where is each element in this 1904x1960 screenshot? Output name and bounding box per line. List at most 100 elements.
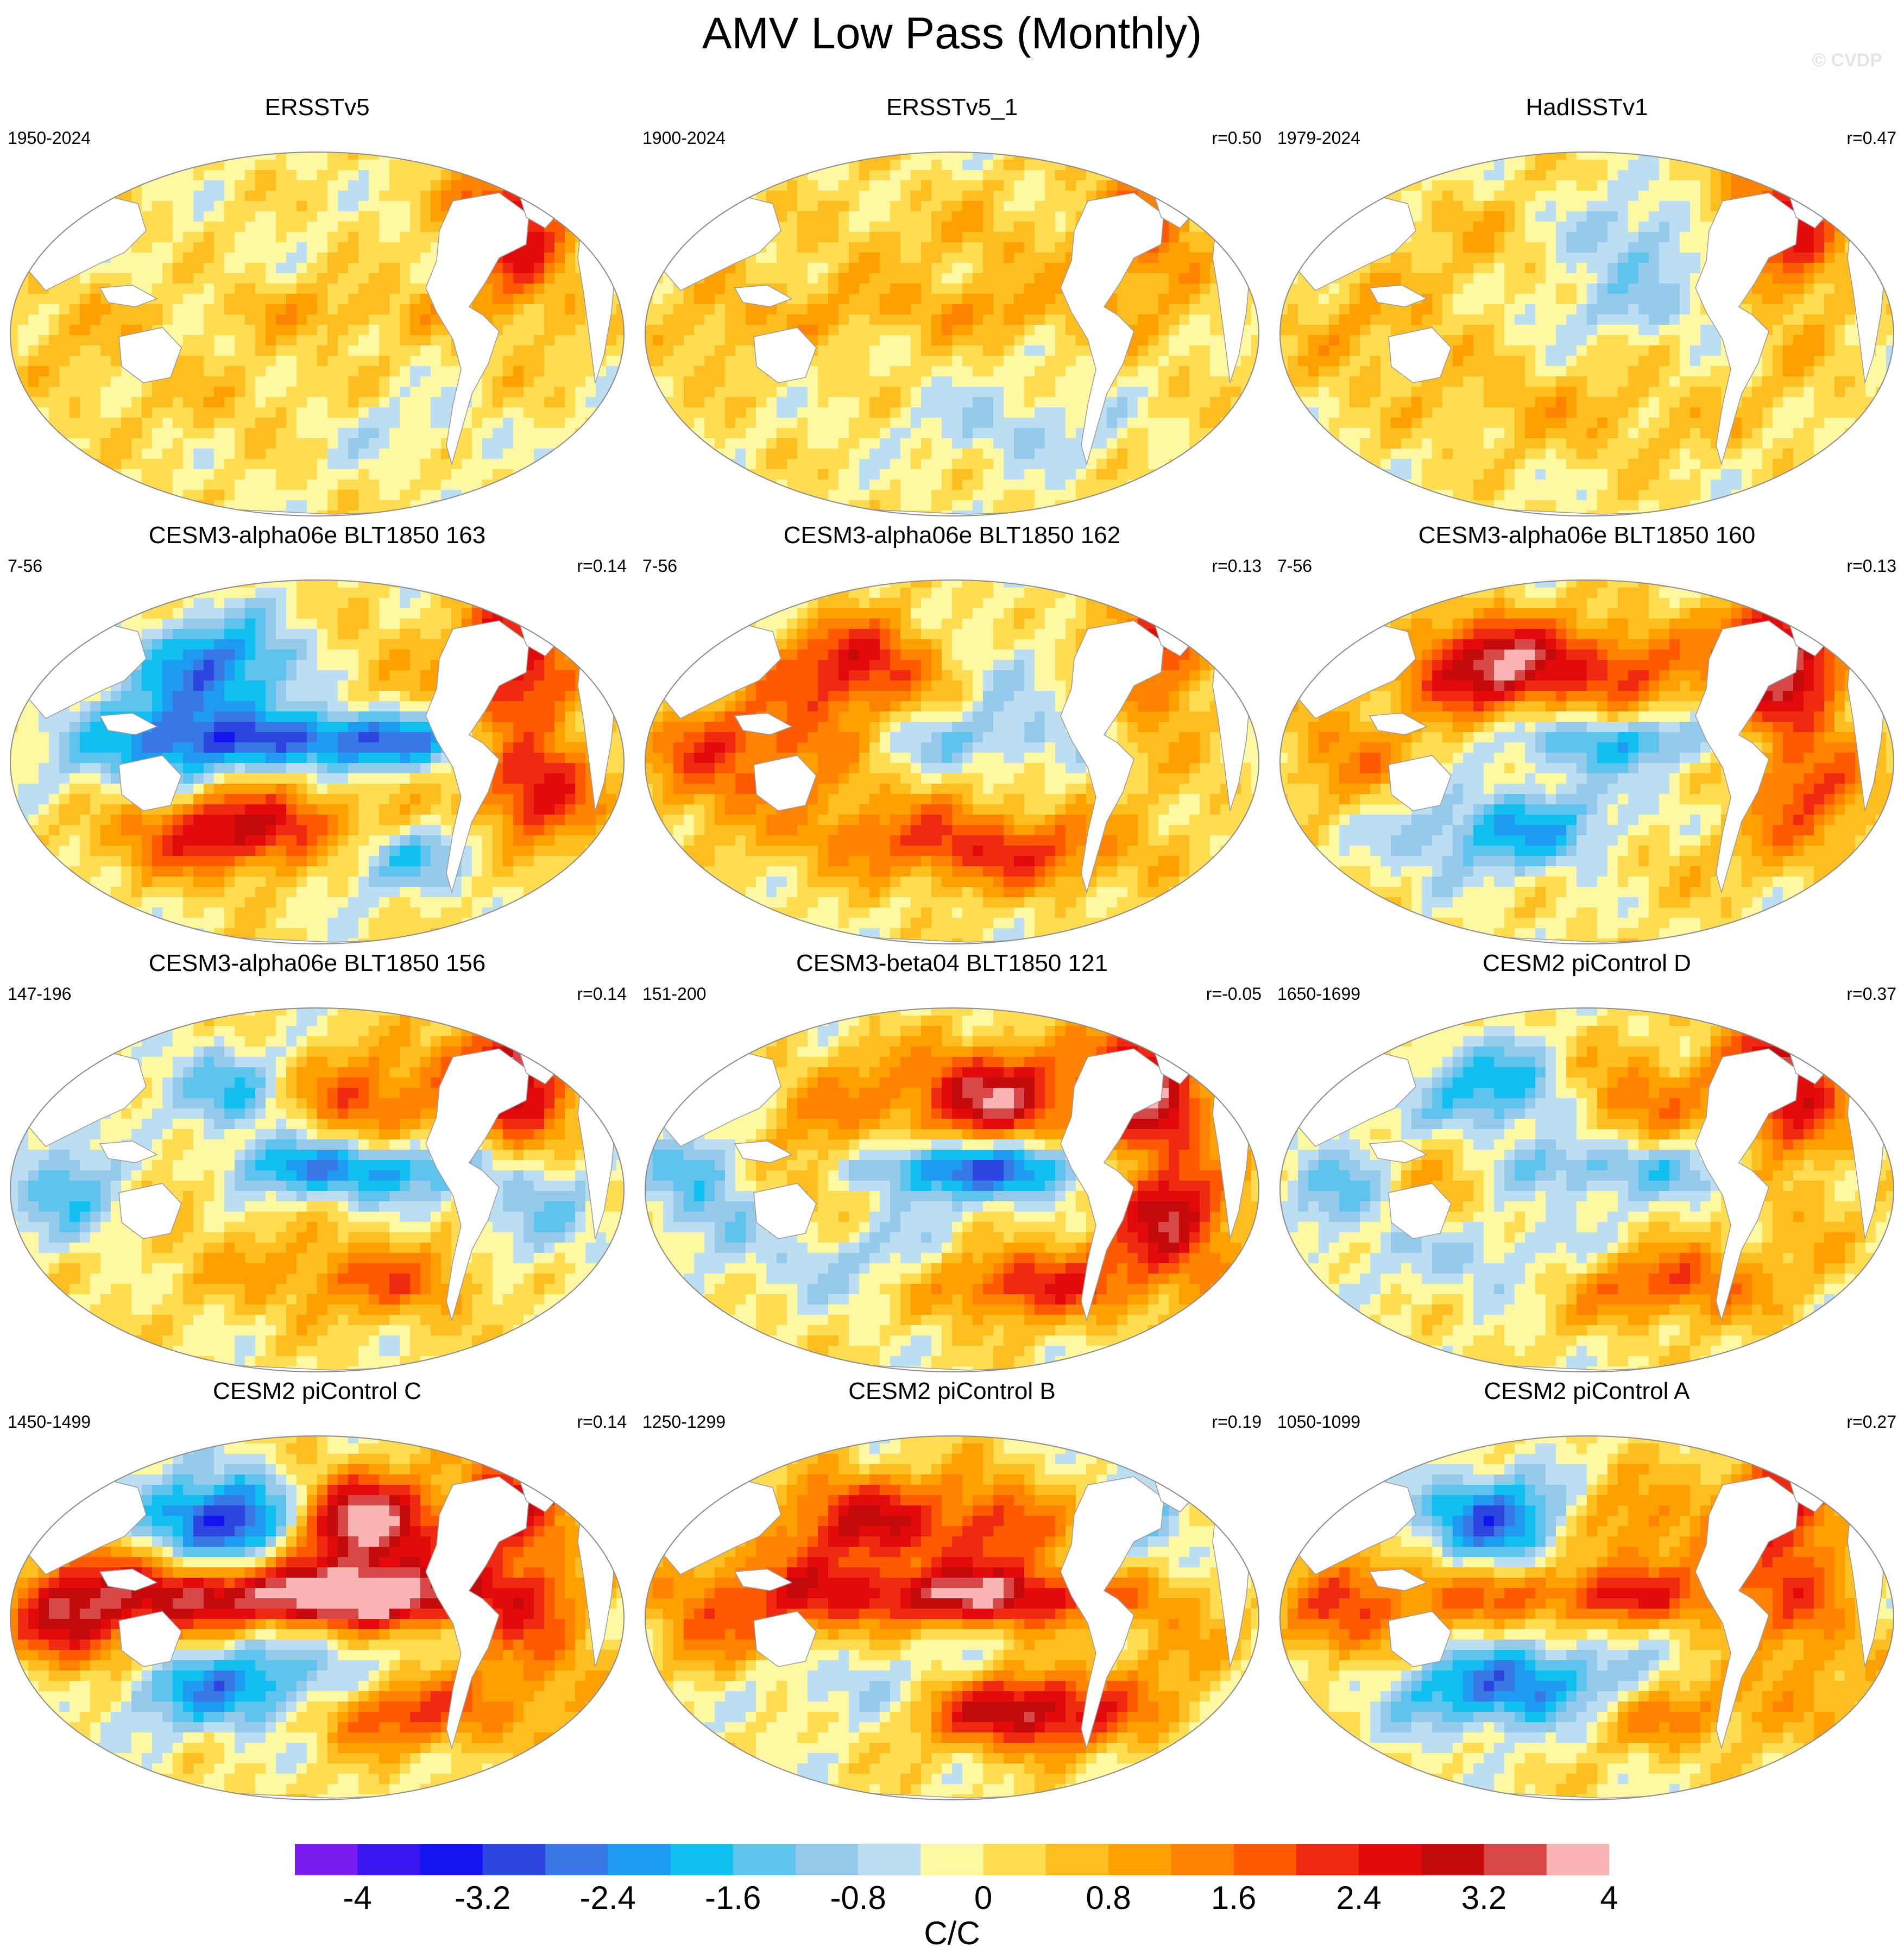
colorbar-swatch <box>1421 1844 1485 1875</box>
anomaly-map <box>645 1007 1259 1372</box>
land-australia <box>753 327 817 383</box>
land-maritime <box>1369 285 1428 307</box>
panel-period: 1950-2024 <box>8 127 91 149</box>
land-americas <box>1695 1476 1799 1750</box>
colorbar-swatch <box>1484 1844 1547 1875</box>
colorbar-swatch <box>1359 1844 1422 1875</box>
colorbar-swatch <box>733 1844 796 1875</box>
map-panel: CESM3-alpha06e BLT1850 156 147-196 r=0.14 <box>0 948 634 1377</box>
colorbar-tick: 2.4 <box>1336 1874 1381 1923</box>
panel-correlation: r=0.13 <box>1846 555 1896 577</box>
land-australia <box>1388 1183 1452 1239</box>
panel-title: CESM2 piControl B <box>635 1376 1269 1407</box>
cvdp-watermark: © CVDP <box>1812 50 1882 71</box>
land-australia <box>1388 755 1452 811</box>
anomaly-map <box>10 1435 625 1800</box>
map-panel: ERSSTv5_1 1900-2024 r=0.50 <box>635 92 1269 521</box>
map-outline <box>10 152 625 516</box>
anomaly-map <box>1279 1435 1894 1800</box>
colorbar-swatch <box>795 1844 859 1875</box>
panel-title: CESM3-alpha06e BLT1850 156 <box>0 948 634 979</box>
colorbar-swatch <box>608 1844 671 1875</box>
colorbar-swatch <box>545 1844 608 1875</box>
map-panel: CESM3-beta04 BLT1850 121 151-200 r=-0.05 <box>635 948 1269 1377</box>
land-australia <box>753 755 817 811</box>
colorbar-tick: -0.8 <box>830 1874 886 1923</box>
map-panel: ERSSTv5 1950-2024 <box>0 92 634 521</box>
anomaly-map <box>10 152 625 516</box>
panel-title: ERSSTv5_1 <box>635 92 1269 123</box>
anomaly-map <box>645 579 1259 944</box>
colorbar-units: C/C <box>0 1912 1904 1955</box>
panel-period: 1050-1099 <box>1277 1411 1360 1433</box>
map-outline <box>1279 1435 1894 1800</box>
panel-title: CESM2 piControl A <box>1270 1376 1904 1407</box>
land-maritime <box>1369 713 1428 735</box>
panel-title: CESM3-alpha06e BLT1850 160 <box>1270 520 1904 551</box>
land-australia <box>1388 327 1452 383</box>
colorbar-tick: -3.2 <box>455 1874 510 1923</box>
colorbar <box>295 1844 1609 1875</box>
panel-correlation: r=0.14 <box>577 555 627 577</box>
anomaly-map <box>1279 152 1894 516</box>
land-maritime <box>734 1140 793 1163</box>
panel-correlation: r=0.13 <box>1212 555 1262 577</box>
map-outline <box>10 1435 625 1800</box>
colorbar-tick: -4 <box>343 1874 372 1923</box>
land-maritime <box>1369 1568 1428 1591</box>
land-australia <box>118 755 182 811</box>
colorbar-tick: -1.6 <box>705 1874 761 1923</box>
land-americas <box>1695 620 1799 894</box>
panel-title: CESM3-beta04 BLT1850 121 <box>635 948 1269 979</box>
map-outline <box>10 579 625 944</box>
panel-period: 1979-2024 <box>1277 127 1360 149</box>
land-australia <box>118 1183 182 1239</box>
figure-title: AMV Low Pass (Monthly) <box>0 7 1904 61</box>
land-americas <box>425 1048 529 1322</box>
land-maritime <box>99 713 158 735</box>
panel-correlation: r=0.47 <box>1846 127 1896 149</box>
land-maritime <box>734 285 793 307</box>
colorbar-swatch <box>1546 1844 1609 1875</box>
panel-title: ERSSTv5 <box>0 92 634 123</box>
land-maritime <box>1369 1140 1428 1163</box>
panel-correlation: r=0.37 <box>1846 983 1896 1005</box>
map-panel: HadISSTv1 1979-2024 r=0.47 <box>1270 92 1904 521</box>
colorbar-swatch <box>1045 1844 1109 1875</box>
land-americas <box>425 1476 529 1750</box>
panel-period: 1450-1499 <box>8 1411 91 1433</box>
colorbar-swatch <box>482 1844 546 1875</box>
anomaly-map <box>645 152 1259 516</box>
map-outline <box>1279 152 1894 516</box>
map-panel: CESM2 piControl C 1450-1499 r=0.14 <box>0 1376 634 1805</box>
land-australia <box>753 1183 817 1239</box>
panel-correlation: r=0.27 <box>1846 1411 1896 1433</box>
land-australia <box>118 1611 182 1667</box>
map-panel: CESM2 piControl B 1250-1299 r=0.19 <box>635 1376 1269 1805</box>
panel-period: 1250-1299 <box>642 1411 726 1433</box>
map-panel: CESM3-alpha06e BLT1850 163 7-56 r=0.14 <box>0 520 634 949</box>
map-outline <box>10 1007 625 1372</box>
map-panel: CESM3-alpha06e BLT1850 162 7-56 r=0.13 <box>635 520 1269 949</box>
colorbar-swatch <box>295 1844 358 1875</box>
map-outline <box>645 1007 1259 1372</box>
map-panel: CESM3-alpha06e BLT1850 160 7-56 r=0.13 <box>1270 520 1904 949</box>
land-australia <box>118 327 182 383</box>
panel-period: 151-200 <box>642 983 706 1005</box>
panel-title: CESM2 piControl C <box>0 1376 634 1407</box>
colorbar-swatch <box>921 1844 984 1875</box>
panel-title: HadISSTv1 <box>1270 92 1904 123</box>
land-americas <box>1695 192 1799 466</box>
land-americas <box>1695 1048 1799 1322</box>
land-australia <box>1388 1611 1452 1667</box>
panel-period: 7-56 <box>1277 555 1312 577</box>
land-australia <box>753 1611 817 1667</box>
map-panel: CESM2 piControl D 1650-1699 r=0.37 <box>1270 948 1904 1377</box>
land-maritime <box>734 1568 793 1591</box>
panel-period: 147-196 <box>8 983 71 1005</box>
colorbar-swatch <box>420 1844 483 1875</box>
panel-title: CESM3-alpha06e BLT1850 163 <box>0 520 634 551</box>
panel-correlation: r=0.14 <box>577 983 627 1005</box>
colorbar-tick: 1.6 <box>1211 1874 1256 1923</box>
panel-correlation: r=-0.05 <box>1206 983 1262 1005</box>
